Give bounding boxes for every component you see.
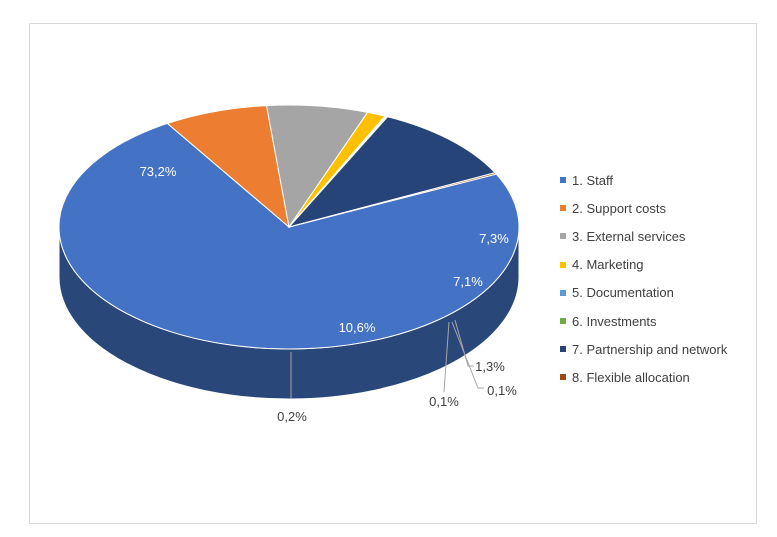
legend-item: 5. Documentation [560,279,727,307]
legend-swatch [560,318,566,325]
legend: 1. Staff 2. Support costs 3. External serv… [560,166,727,392]
slice-3 [265,104,369,229]
data-label-4: 1,3% [475,359,505,374]
data-label-1: 73,2% [140,164,177,179]
data-label-5: 0,1% [487,383,517,398]
legend-label: 3. External services [572,228,686,244]
legend-swatch [560,346,566,353]
legend-swatch [560,261,566,268]
legend-swatch [560,374,566,381]
data-label-3: 7,1% [453,274,483,289]
leader-line-5 [451,321,484,389]
slice-1 [58,122,520,350]
data-label-7: 10,6% [339,320,376,335]
legend-item: 4. Marketing [560,251,727,279]
label-leader-lines [290,319,484,398]
legend-item: 7. Partnership and network [560,335,727,363]
slice-2 [166,105,290,229]
legend-swatch [560,177,566,184]
pie-tops [58,104,520,350]
legend-label: 4. Marketing [572,257,644,273]
leader-line-6 [443,321,450,393]
data-labels: 73,2% 7,3% 7,1% 1,3% 0,1% 0,1% 10,6% 0,2% [140,164,518,424]
legend-label: 5. Documentation [572,285,674,301]
legend-label: 8. Flexible allocation [572,369,690,385]
data-label-6: 0,1% [429,394,459,409]
data-label-8: 0,2% [277,409,307,424]
legend-label: 6. Investments [572,313,657,329]
legend-item: 1. Staff [560,166,727,194]
leader-line-4 [454,319,474,367]
legend-item: 3. External services [560,222,727,250]
legend-label: 1. Staff [572,172,613,188]
legend-item: 6. Investments [560,307,727,335]
legend-swatch [560,289,566,296]
legend-item: 8. Flexible allocation [560,363,727,391]
legend-label: 2. Support costs [572,200,666,216]
slice-8 [288,172,498,228]
slice-7 [287,116,496,228]
legend-item: 2. Support costs [560,194,727,222]
data-label-2: 7,3% [479,231,509,246]
legend-swatch [560,205,566,212]
legend-swatch [560,233,566,240]
legend-label: 7. Partnership and network [572,341,728,357]
